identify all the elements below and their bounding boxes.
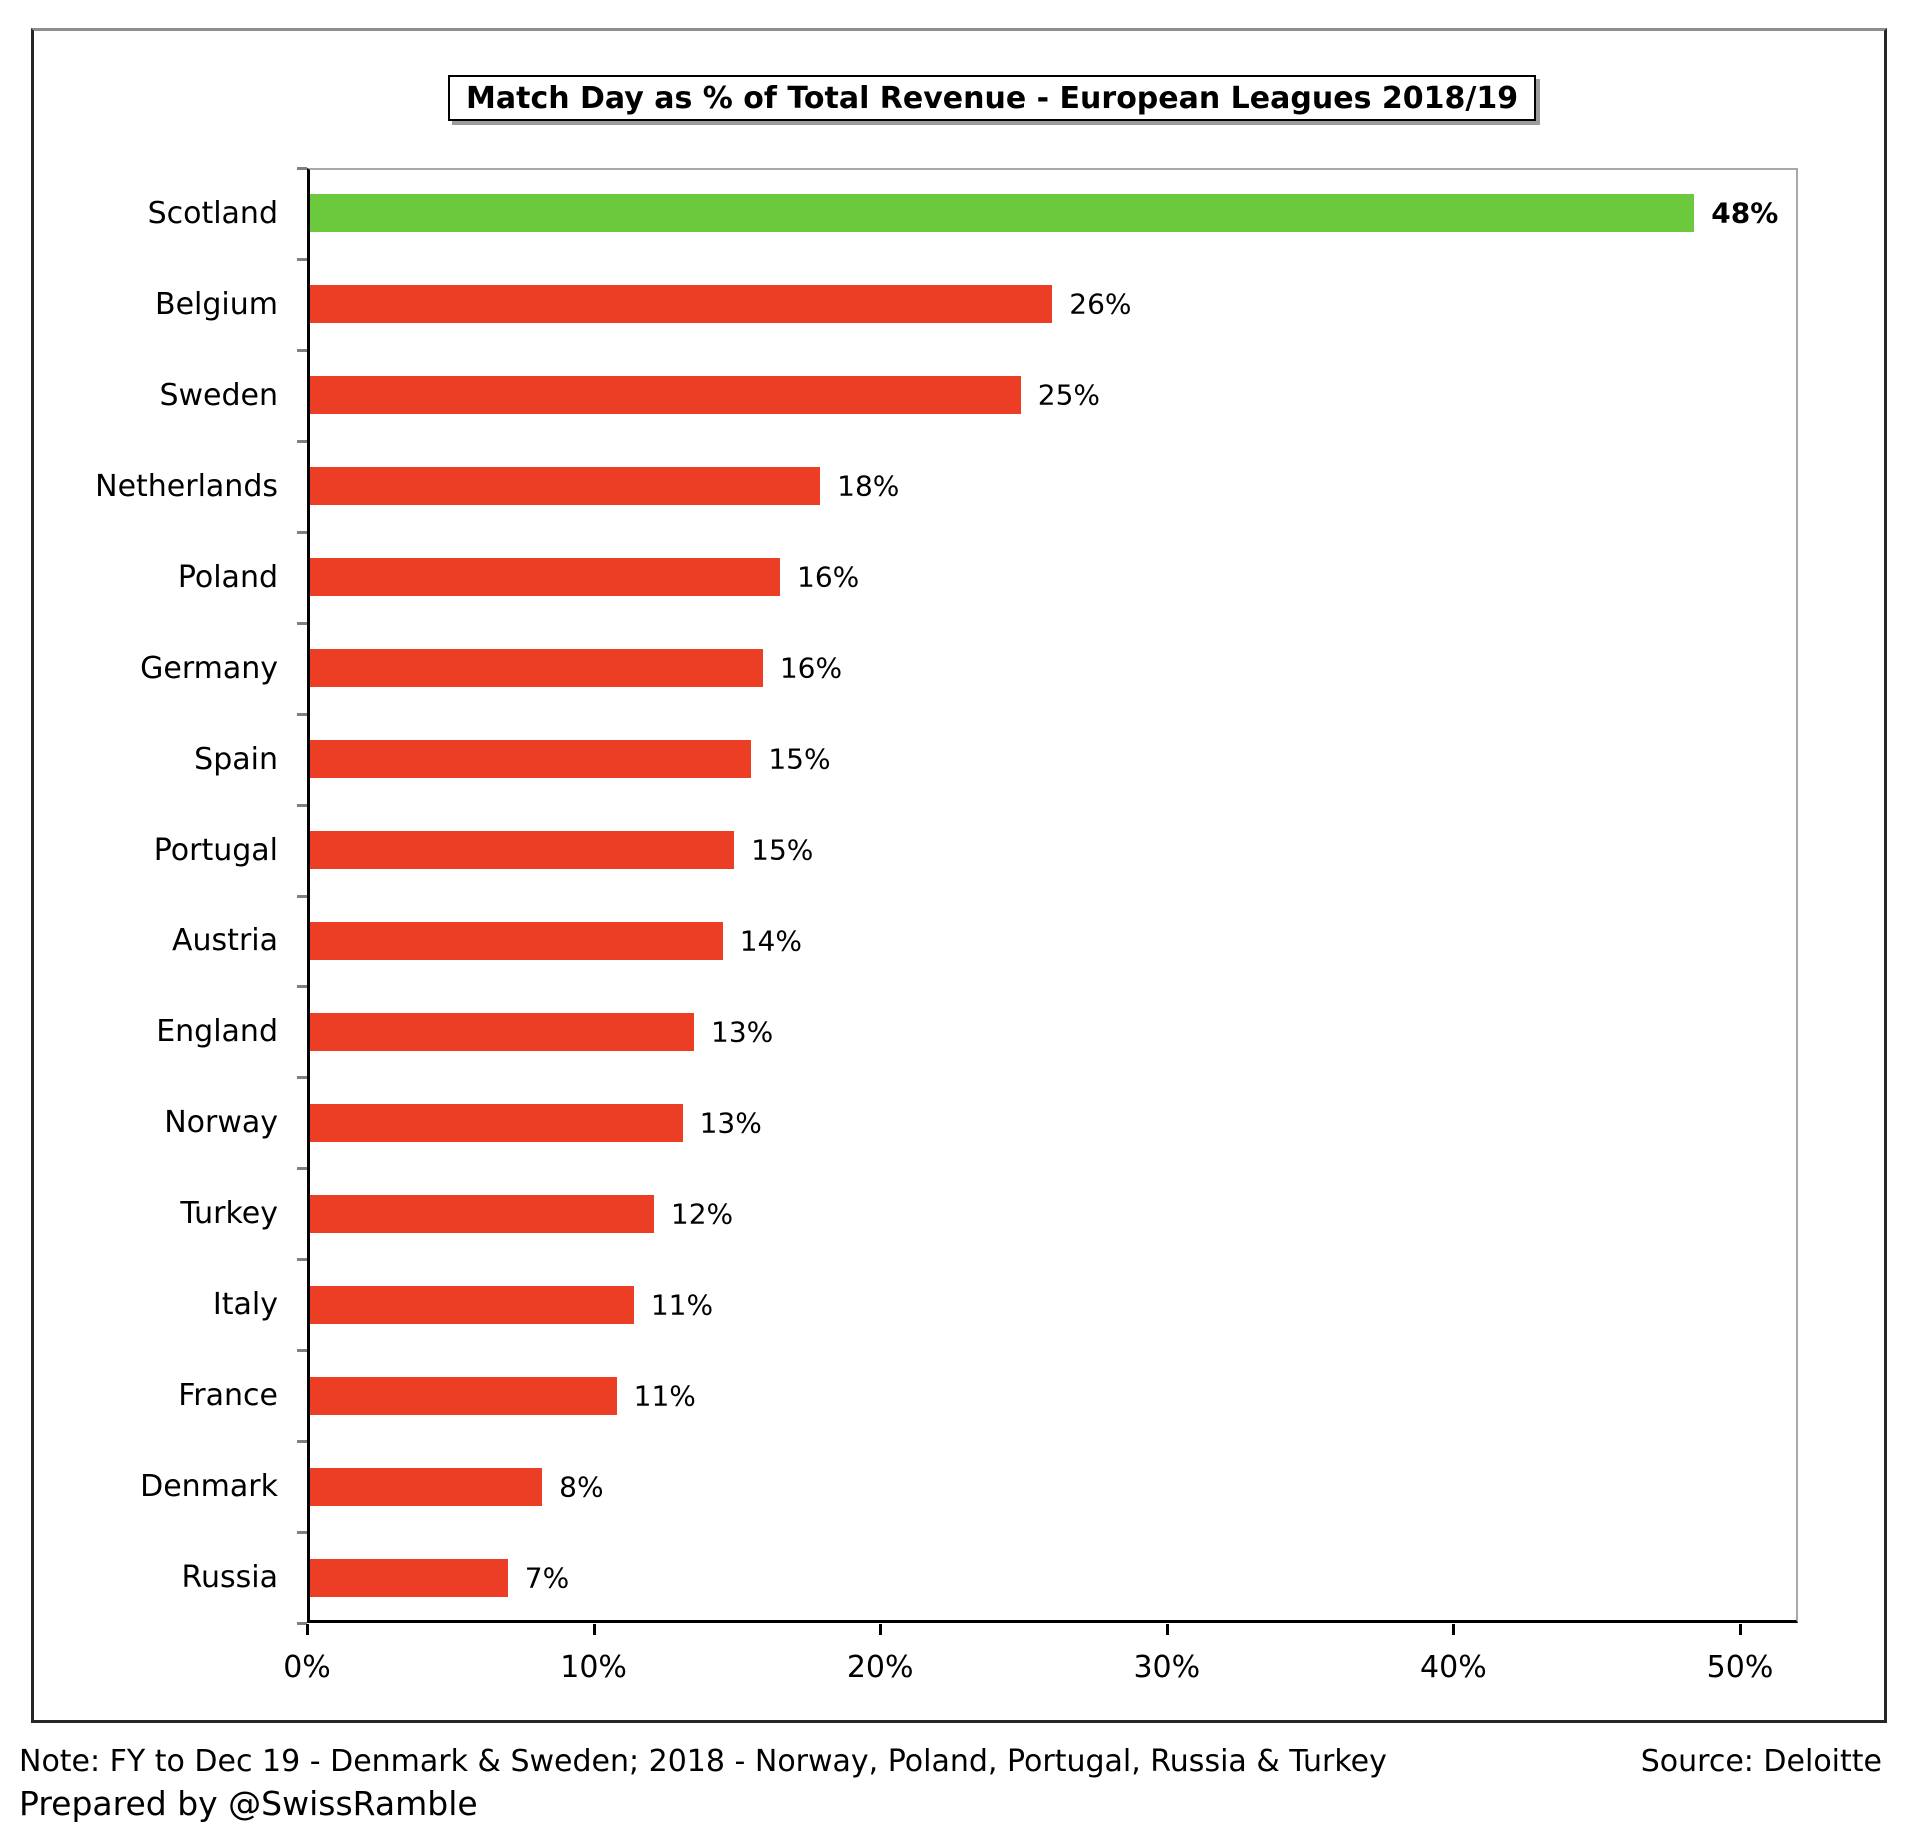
value-label: 8% [559, 1470, 604, 1504]
value-label: 14% [739, 924, 802, 958]
bar [310, 1103, 683, 1142]
value-label: 15% [751, 833, 814, 867]
value-label: 48% [1711, 196, 1779, 230]
x-axis-tick-label: 10% [560, 1650, 627, 1685]
category-boundary-tick [297, 1258, 307, 1262]
bar-rows-container: Scotland 48% Belgium 26% Sweden 25% Neth… [0, 168, 1798, 1623]
value-label: 13% [699, 1106, 762, 1140]
category-label: Norway [164, 1105, 278, 1141]
category-boundary-tick [297, 1076, 307, 1080]
bar-row: Netherlands 18% [0, 441, 1798, 532]
bar [310, 467, 821, 506]
category-boundary-tick [297, 803, 307, 807]
x-axis-tick-label: 30% [1133, 1650, 1201, 1685]
category-label: Turkey [180, 1196, 278, 1232]
category-label: Russia [181, 1560, 279, 1596]
category-label: Poland [177, 559, 278, 595]
prepared-by-credit: Prepared by @SwissRamble [19, 1784, 478, 1823]
value-label: 25% [1037, 378, 1100, 412]
x-axis-tick-label: 0% [283, 1650, 331, 1685]
bar-row: Germany 16% [0, 623, 1798, 714]
category-boundary-tick [297, 894, 307, 898]
value-label: 12% [670, 1197, 734, 1231]
x-axis-tick-label: 20% [846, 1650, 914, 1685]
bar [310, 285, 1053, 324]
bar [310, 558, 781, 597]
bar-row: Portugal 15% [0, 805, 1798, 896]
category-boundary-tick [297, 621, 307, 625]
x-axis-tick [306, 1624, 309, 1635]
value-label: 13% [711, 1015, 774, 1049]
bar-row: France 11% [0, 1350, 1798, 1441]
category-boundary-tick [297, 348, 307, 352]
bar [310, 831, 735, 870]
bar-row: Belgium 26% [0, 259, 1798, 350]
bar [310, 194, 1695, 233]
x-axis-tick-label: 50% [1706, 1650, 1774, 1685]
category-label: Denmark [140, 1469, 278, 1505]
bar [310, 1285, 634, 1324]
bar-row: Italy 11% [0, 1259, 1798, 1350]
category-boundary-tick [297, 530, 307, 534]
category-boundary-tick [297, 257, 307, 261]
category-boundary-tick [297, 712, 307, 716]
category-label: England [156, 1014, 278, 1050]
source-credit: Source: Deloitte [1640, 1744, 1882, 1779]
value-label: 7% [524, 1561, 570, 1595]
category-label: Austria [172, 923, 278, 959]
bar [310, 921, 723, 960]
category-boundary-tick [297, 1349, 307, 1353]
value-label: 18% [837, 469, 900, 503]
category-label: France [178, 1378, 278, 1414]
x-axis-tick [592, 1624, 596, 1635]
category-boundary-tick [297, 1440, 307, 1444]
category-label: Italy [212, 1287, 278, 1323]
x-axis-tick-label: 40% [1420, 1650, 1487, 1685]
x-axis-tick [1452, 1624, 1456, 1635]
category-label: Scotland [147, 195, 278, 231]
x-axis-tick [1165, 1624, 1169, 1635]
footnote: Note: FY to Dec 19 - Denmark & Sweden; 2… [19, 1744, 1387, 1779]
bar [310, 740, 752, 779]
category-boundary-tick [297, 1622, 307, 1625]
bar [310, 376, 1021, 415]
bar-row: England 13% [0, 986, 1798, 1077]
bar [310, 1194, 654, 1233]
category-boundary-tick [297, 167, 307, 170]
value-label: 11% [650, 1288, 714, 1322]
category-label: Netherlands [95, 468, 278, 504]
value-label: 15% [768, 742, 831, 776]
category-boundary-tick [297, 1167, 307, 1171]
bar-row: Poland 16% [0, 532, 1798, 623]
value-label: 16% [779, 651, 843, 685]
bar-row: Scotland 48% [0, 168, 1798, 259]
category-label: Sweden [159, 377, 278, 413]
category-boundary-tick [297, 985, 307, 989]
category-label: Germany [140, 650, 278, 686]
category-boundary-tick [297, 1531, 307, 1535]
value-label: 16% [797, 560, 860, 594]
bar-row: Norway 13% [0, 1077, 1798, 1168]
bar-row: Russia 7% [0, 1532, 1798, 1623]
bar [310, 1376, 617, 1415]
x-axis-tick [1739, 1624, 1742, 1635]
chart-title-box: Match Day as % of Total Revenue - Europe… [448, 75, 1537, 121]
value-label: 11% [633, 1379, 696, 1413]
bar [310, 649, 763, 688]
chart-title: Match Day as % of Total Revenue - Europe… [466, 80, 1519, 116]
bar-row: Turkey 12% [0, 1168, 1798, 1259]
bar [310, 1012, 695, 1051]
bar-row: Denmark 8% [0, 1441, 1798, 1532]
category-label: Belgium [155, 286, 278, 322]
category-label: Spain [194, 741, 278, 777]
bar [310, 1467, 543, 1506]
category-boundary-tick [297, 439, 307, 443]
value-label: 26% [1069, 287, 1132, 321]
bar-row: Spain 15% [0, 714, 1798, 805]
bar [310, 1558, 508, 1597]
category-label: Portugal [153, 832, 278, 868]
bar-row: Sweden 25% [0, 350, 1798, 441]
x-axis-tick [879, 1624, 883, 1635]
bar-row: Austria 14% [0, 896, 1798, 987]
